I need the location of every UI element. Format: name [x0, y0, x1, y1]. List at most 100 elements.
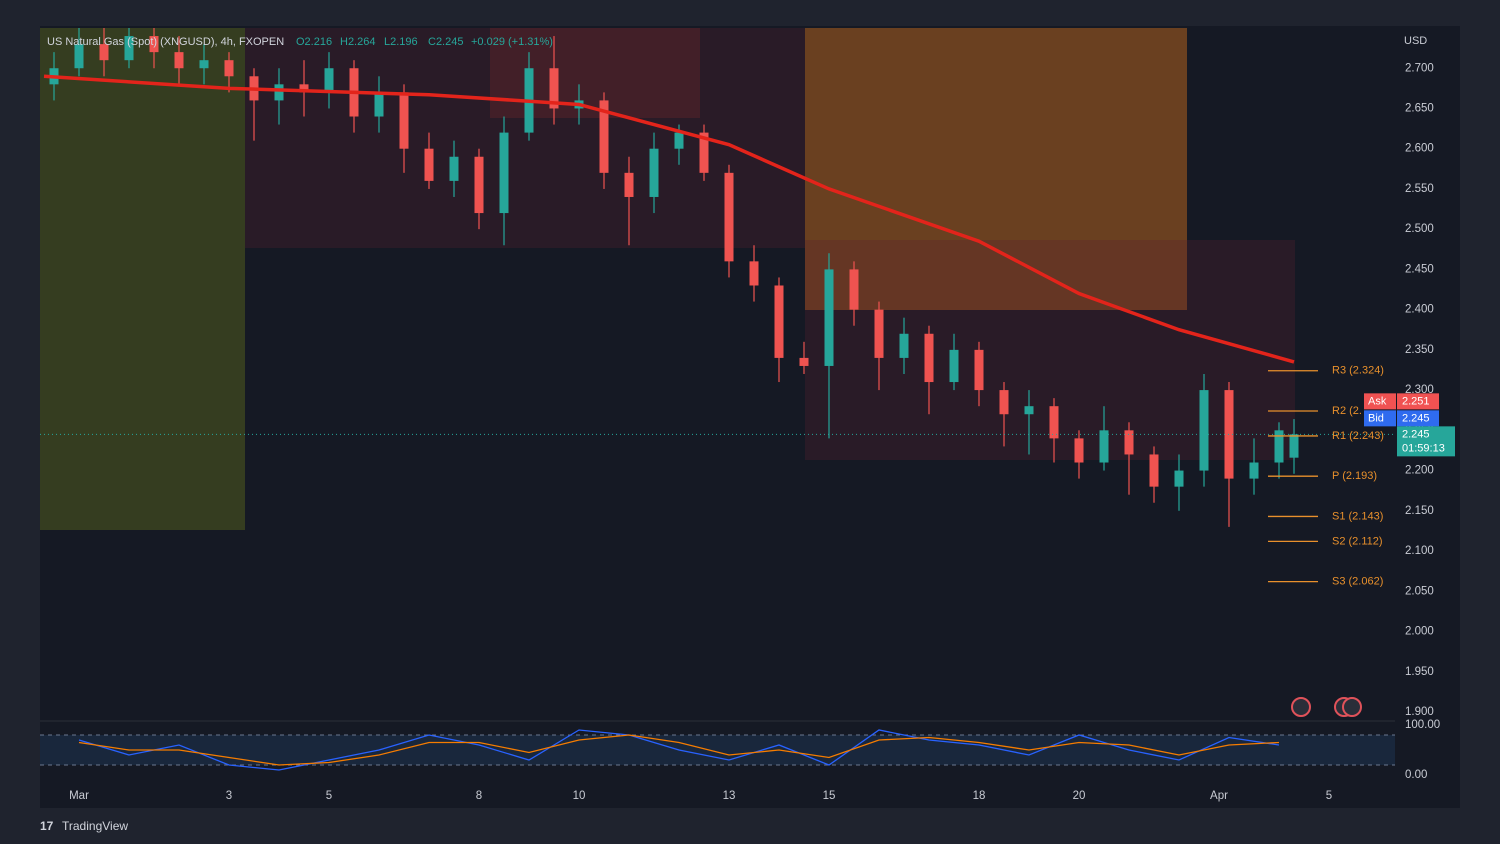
candle-body — [1124, 430, 1134, 455]
candle-body — [324, 68, 334, 93]
candle-body — [199, 60, 209, 69]
candle-body — [274, 84, 284, 101]
pivot-label: R3 (2.324) — [1332, 365, 1384, 377]
axis: 1.9001.9502.0002.0502.1002.1502.2002.250… — [69, 62, 1455, 802]
pivot-label: R1 (2.243) — [1332, 430, 1384, 442]
candle-body — [674, 132, 684, 149]
candle-body — [549, 68, 559, 109]
x-tick-label: 13 — [723, 790, 736, 802]
candle-body — [1199, 390, 1209, 471]
candle-body — [899, 333, 909, 358]
y-tick-label: 2.350 — [1405, 344, 1434, 356]
y-tick-label: 2.000 — [1405, 626, 1434, 638]
y-tick-label: 2.300 — [1405, 384, 1434, 396]
price-tag — [1397, 426, 1455, 457]
ask-value-box — [1397, 393, 1439, 410]
candle-body — [149, 36, 159, 53]
y-tick-label: 1.900 — [1405, 706, 1434, 718]
candle-body — [924, 333, 934, 383]
candle-body — [749, 261, 759, 286]
legend-open: O2.216 — [296, 36, 332, 48]
osc-line — [78, 729, 1280, 771]
candle-body — [374, 92, 384, 117]
x-tick-label: 8 — [476, 790, 482, 802]
chart-background — [40, 26, 1460, 808]
brand: TradingView — [62, 819, 128, 833]
x-tick-label: 5 — [326, 790, 332, 802]
marks — [40, 28, 1395, 771]
y-tick-label: 2.400 — [1405, 304, 1434, 316]
zone — [245, 28, 805, 248]
zone — [40, 28, 245, 530]
countdown: 01:59:13 — [1402, 442, 1445, 454]
pivot-label: S1 (2.143) — [1332, 510, 1383, 522]
moving-average — [43, 74, 1295, 364]
candle-body — [974, 349, 984, 391]
ask-box — [1364, 393, 1396, 410]
x-tick-label: 10 — [573, 790, 586, 802]
bid-value-box — [1397, 410, 1439, 427]
candle-body — [174, 52, 184, 69]
y-tick-label: 2.650 — [1405, 102, 1434, 114]
y-tick-label: 1.950 — [1405, 666, 1434, 678]
candle-body — [1274, 430, 1284, 463]
candle-body — [774, 285, 784, 358]
candle-body — [724, 172, 734, 262]
y-unit: USD — [1404, 35, 1427, 47]
x-tick-label: Mar — [69, 790, 89, 802]
y-tick-label: 2.450 — [1405, 263, 1434, 275]
candle-body — [649, 148, 659, 197]
legend-high: H2.264 — [340, 36, 375, 48]
y-tick-label: 2.150 — [1405, 505, 1434, 517]
pivot-label: S2 (2.112) — [1332, 535, 1383, 547]
osc-line — [78, 734, 1280, 766]
pivot-label: P (2.193) — [1332, 470, 1377, 482]
candle-body — [1249, 462, 1259, 479]
price-tag-value: 2.245 — [1402, 428, 1430, 440]
title: US Natural Gas (Spot) (XNGUSD), 4h, FXOP… — [47, 36, 284, 48]
candle-body — [449, 156, 459, 181]
x-tick-label: 3 — [226, 790, 232, 802]
x-tick-label: 15 — [823, 790, 836, 802]
candle-body — [849, 269, 859, 310]
candle-body — [1289, 434, 1299, 458]
candle-body — [1174, 470, 1184, 487]
x-tick-label: Apr — [1210, 790, 1228, 802]
candle-body — [999, 390, 1009, 415]
event-icon[interactable] — [1342, 697, 1362, 717]
candle-body — [99, 44, 109, 61]
candle-body — [499, 132, 509, 214]
legend-low: L2.196 — [384, 36, 418, 48]
candle-body — [424, 148, 434, 181]
y-tick-label: 2.500 — [1405, 223, 1434, 235]
candle-body — [599, 100, 609, 173]
x-tick-label: 18 — [973, 790, 986, 802]
y-tick-label: 2.550 — [1405, 183, 1434, 195]
y-tick-label: 2.050 — [1405, 585, 1434, 597]
event-icon[interactable] — [1291, 697, 1311, 717]
bid-label: Bid — [1368, 412, 1384, 424]
legend-change: +0.029 (+1.31%) — [471, 36, 553, 48]
ask-label: Ask — [1368, 395, 1387, 407]
candle-body — [1099, 430, 1109, 463]
candle-body — [1149, 454, 1159, 487]
candle-body — [799, 357, 809, 366]
candle-body — [299, 84, 309, 93]
osc-tick-label: 100.00 — [1405, 719, 1440, 731]
y-tick-label: 2.200 — [1405, 465, 1434, 477]
candle-body — [224, 60, 234, 77]
ask-value: 2.251 — [1402, 395, 1430, 407]
osc-tick-label: 0.00 — [1405, 769, 1427, 781]
pivot-label: S3 (2.062) — [1332, 576, 1383, 588]
brand-logo: 17 — [40, 819, 54, 833]
bid-value: 2.245 — [1402, 412, 1430, 424]
candle-body — [399, 92, 409, 149]
candle-body — [1074, 438, 1084, 463]
y-tick-label: 2.100 — [1405, 545, 1434, 557]
candle-body — [824, 269, 834, 366]
x-tick-label: 5 — [1326, 790, 1332, 802]
pivot-label: R2 (2. — [1332, 405, 1362, 417]
candle-body — [949, 349, 959, 383]
